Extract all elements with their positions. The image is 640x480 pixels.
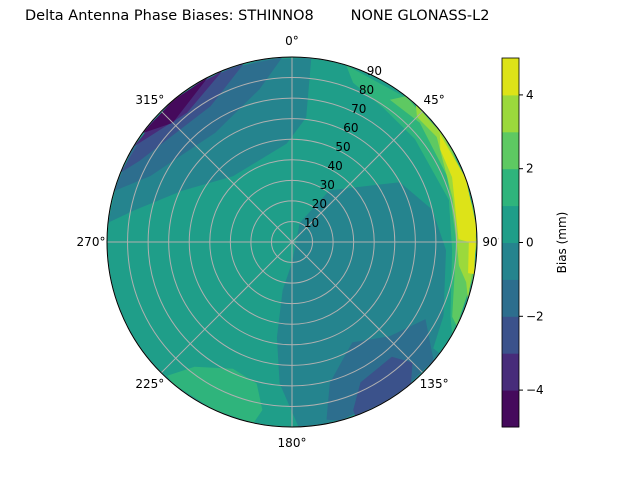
chart-title: Delta Antenna Phase Biases: STHINNO8 NON… — [25, 8, 490, 24]
angular-tick-label: 135° — [420, 377, 449, 391]
colorbar-tick-label: 2 — [526, 162, 534, 176]
angular-gridline — [160, 241, 293, 374]
contour-region-7 — [389, 96, 475, 326]
colorbar-band — [502, 390, 519, 428]
radial-tick-label: 40 — [327, 159, 342, 173]
contour-region-8 — [415, 104, 477, 300]
contour-layer — [107, 57, 477, 427]
colorbar-band — [502, 131, 519, 170]
radial-tick-label: 90 — [367, 64, 382, 78]
contour-region-5 — [142, 77, 208, 134]
colorbar-band — [502, 279, 519, 317]
colorbar-tick-label: 4 — [526, 88, 534, 102]
contour-region-1 — [108, 58, 312, 223]
angular-tick-label: 45° — [423, 93, 444, 107]
colorbar-band — [502, 58, 519, 96]
angular-gridline — [291, 241, 424, 374]
colorbar-band — [502, 168, 519, 207]
angular-tick-label: 225° — [135, 377, 164, 391]
colorbar-band — [502, 94, 519, 133]
contour-region-11 — [353, 356, 413, 416]
radial-tick-label: 10 — [304, 216, 319, 230]
radial-tick-label: 20 — [312, 197, 327, 211]
angular-gridline — [291, 110, 424, 243]
colorbar-band — [502, 316, 519, 354]
colorbar-band — [502, 242, 519, 280]
angular-tick-label: 315° — [135, 93, 164, 107]
angular-tick-label: 270° — [77, 235, 106, 249]
radial-tick-label: 50 — [335, 140, 350, 154]
contour-region-9 — [433, 123, 477, 275]
colorbar-tick-label: −2 — [526, 309, 544, 323]
contour-region-2 — [114, 57, 283, 191]
angular-tick-label: 90° — [482, 235, 503, 249]
angular-gridline — [160, 110, 293, 243]
radial-tick-label: 60 — [343, 121, 358, 135]
colorbar-label: Bias (mm) — [555, 212, 569, 274]
contour-region-12 — [167, 366, 263, 423]
radial-tick-label: 70 — [351, 102, 366, 116]
colorbar-tick-label: 0 — [526, 236, 534, 250]
colorbar-tick-label: −4 — [526, 383, 544, 397]
radial-tick-label: 30 — [320, 178, 335, 192]
colorbar-band — [502, 353, 519, 391]
angular-tick-label: 180° — [278, 436, 307, 450]
colorbar-band — [502, 205, 519, 243]
polar-frame — [106, 56, 478, 428]
radial-tick-label: 80 — [359, 83, 374, 97]
angular-tick-label: 0° — [285, 34, 299, 48]
contour-region-3 — [120, 63, 245, 173]
